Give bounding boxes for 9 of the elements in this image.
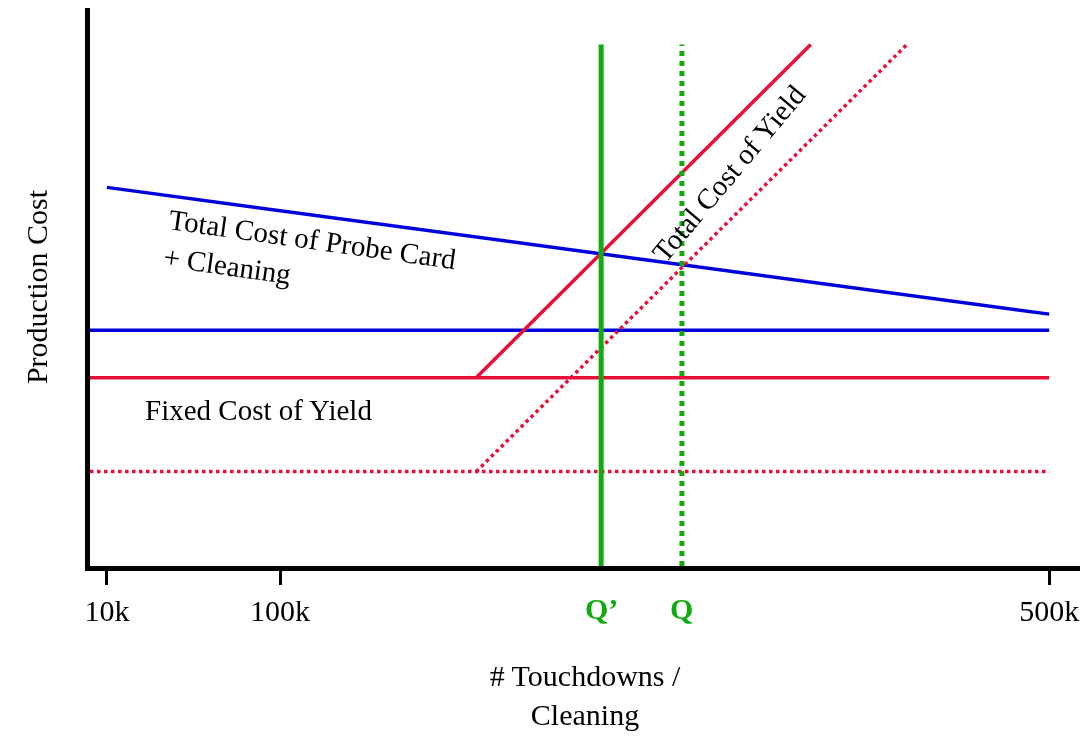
ref-line-label: Q [670,592,694,625]
x-tick-label: 100k [250,594,310,627]
y-axis-title: Production Cost [20,189,53,385]
x-axis-title: # Touchdowns / Cleaning [489,658,681,731]
ref-line-label: Q’ [585,592,619,625]
x-tick-label: 10k [84,594,130,627]
annotation: Fixed Cost of Yield [145,394,373,426]
annotation: Total Cost of Probe Card + Cleaning [161,203,459,291]
x-tick-label: 500k [1019,594,1080,627]
